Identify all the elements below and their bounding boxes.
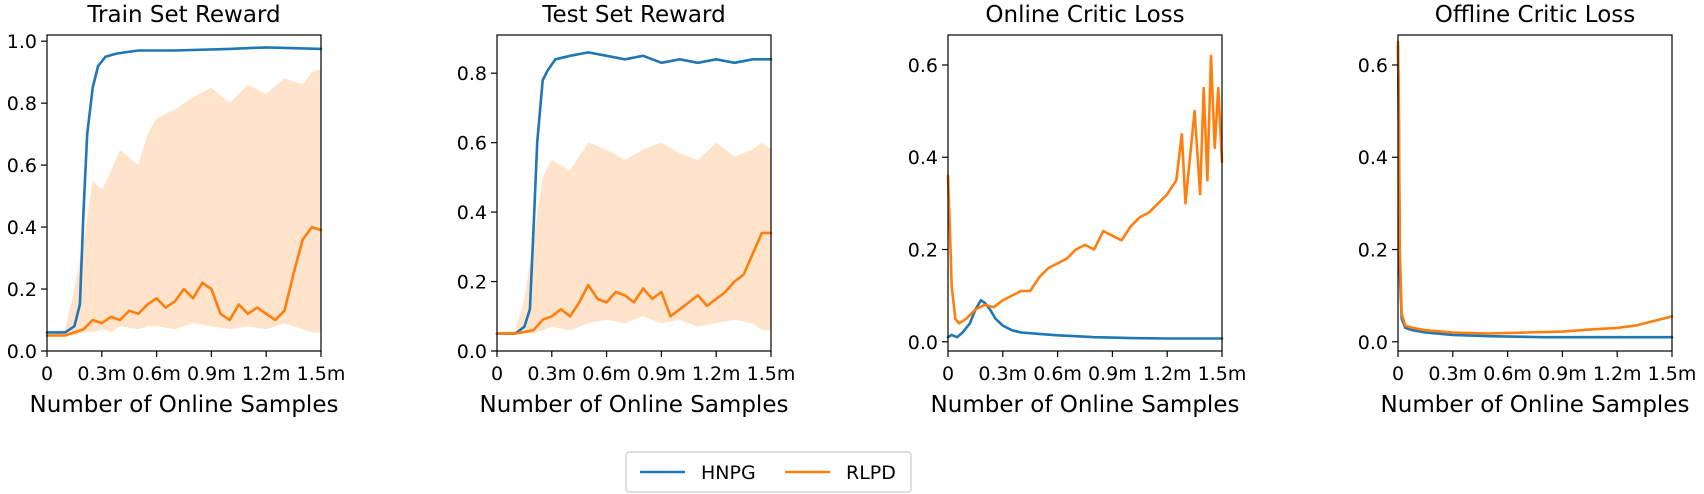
chart-title: Online Critic Loss (985, 2, 1184, 28)
x-tick-label: 0.9m (1538, 363, 1587, 385)
y-tick-label: 0.2 (7, 279, 37, 301)
y-tick-label: 0.4 (7, 217, 37, 239)
x-tick-label: 0 (41, 363, 53, 385)
chart-panel-train-set-reward: 0 0.3m 0.6m 0.9m 1.2m 1.5m 0.0 0.2 0.4 0.6 0.8 1.0 T… (7, 2, 346, 418)
y-tick-label: 0.2 (908, 240, 938, 262)
y-tick-label: 0.0 (908, 332, 938, 354)
chart-panel-offline-critic-loss: 0 0.3m 0.6m 0.9m 1.2m 1.5m 0.0 0.2 0.4 0.6 Offline… (1358, 2, 1697, 418)
x-tick-label: 1.2m (1143, 363, 1192, 385)
y-tick-label: 0.4 (908, 147, 938, 169)
y-tick-label: 0.6 (1358, 55, 1388, 77)
series-line-hnpg (946, 299, 1224, 340)
series-line-rlpd (495, 231, 773, 335)
x-axis-label: Number of Online Samples (1381, 392, 1690, 418)
x-tick-label: 0.9m (187, 363, 236, 385)
legend-label-hnpg: HNPG (701, 462, 756, 484)
y-tick-label: 0.2 (457, 272, 487, 294)
band-rlpd (47, 69, 321, 336)
series-line-hnpg (45, 46, 323, 334)
x-tick-label: 0.6m (1483, 363, 1532, 385)
x-tick-label: 0.3m (527, 363, 576, 385)
x-tick-label: 0.6m (1033, 363, 1082, 385)
y-tick-label: 0.0 (7, 341, 37, 363)
x-axis-label: Number of Online Samples (931, 392, 1240, 418)
series-line-rlpd (1396, 40, 1674, 335)
y-tick-label: 0.4 (457, 202, 487, 224)
chart-title: Offline Critic Loss (1435, 2, 1636, 28)
chart-panel-test-set-reward: 0 0.3m 0.6m 0.9m 1.2m 1.5m 0.0 0.2 0.4 0.6 0.8 Test… (457, 2, 796, 418)
y-tick-label: 1.0 (7, 31, 37, 53)
x-axis-label: Number of Online Samples (480, 392, 789, 418)
chart-panel-online-critic-loss: 0 0.3m 0.6m 0.9m 1.2m 1.5m 0.0 0.2 0.4 0.6 Online … (908, 2, 1247, 418)
x-tick-label: 1.2m (1593, 363, 1642, 385)
legend: HNPG RLPD (625, 451, 912, 493)
y-tick-label: 0.0 (457, 341, 487, 363)
plot-frame (947, 34, 1223, 352)
plot-frame (1397, 34, 1673, 352)
y-tick-label: 0.8 (457, 63, 487, 85)
legend-label-rlpd: RLPD (846, 462, 896, 484)
series-line-hnpg (495, 51, 773, 335)
chart-title: Test Set Reward (541, 2, 725, 28)
y-tick-label: 0.4 (1358, 147, 1388, 169)
x-tick-label: 0.3m (1428, 363, 1477, 385)
x-tick-label: 1.5m (1648, 363, 1697, 385)
x-tick-label: 0 (491, 363, 503, 385)
series-line-rlpd (45, 225, 323, 337)
y-tick-label: 0.0 (1358, 332, 1388, 354)
y-tick-label: 0.6 (457, 133, 487, 155)
y-tick-label: 0.8 (7, 93, 37, 115)
plot-frame (46, 34, 322, 352)
y-tick-label: 0.6 (908, 55, 938, 77)
band-rlpd (497, 142, 771, 334)
x-tick-label: 0.6m (582, 363, 631, 385)
legend-box (625, 451, 912, 493)
x-tick-label: 1.5m (1198, 363, 1247, 385)
y-tick-label: 0.2 (1358, 240, 1388, 262)
y-tick-label: 0.6 (7, 155, 37, 177)
chart-title: Train Set Reward (86, 2, 280, 28)
x-axis-label: Number of Online Samples (30, 392, 339, 418)
x-tick-label: 0.9m (637, 363, 686, 385)
x-tick-label: 0.9m (1088, 363, 1137, 385)
x-tick-label: 0 (1392, 363, 1404, 385)
x-tick-label: 1.2m (692, 363, 741, 385)
x-tick-label: 0.6m (132, 363, 181, 385)
x-tick-label: 0.3m (978, 363, 1027, 385)
series-line-rlpd (946, 54, 1224, 325)
x-tick-label: 0 (942, 363, 954, 385)
plot-frame (496, 34, 772, 352)
x-tick-label: 1.5m (297, 363, 346, 385)
series-line-hnpg (1396, 45, 1674, 339)
x-tick-label: 1.5m (747, 363, 796, 385)
x-tick-label: 1.2m (242, 363, 291, 385)
x-tick-label: 0.3m (77, 363, 126, 385)
